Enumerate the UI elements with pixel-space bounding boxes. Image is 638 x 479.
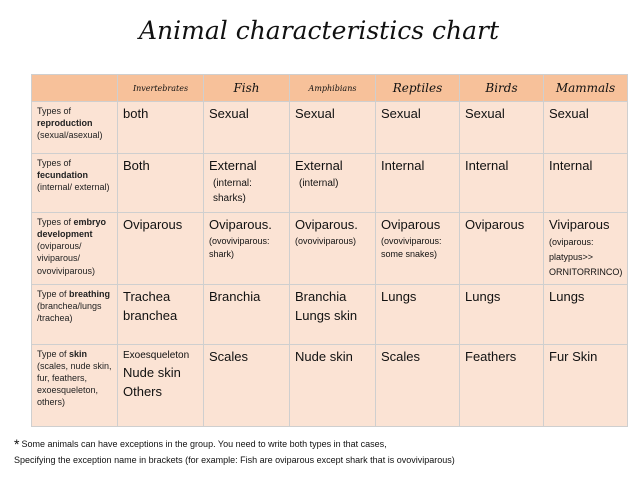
row-head-breathing: Type of breathing (branchea/lungs /trach… [31, 283, 118, 345]
characteristics-table: Invertebrates Fish Amphibians Reptiles B… [31, 74, 628, 427]
table-cell: Branchia [203, 283, 290, 345]
table-cell: both [117, 101, 204, 154]
table-header-row: Invertebrates Fish Amphibians Reptiles B… [31, 74, 628, 102]
asterisk-icon: * [14, 436, 20, 452]
row-head-embryo-development: Types of embryo development (oviparous/ … [31, 212, 118, 285]
header-mammals: Mammals [543, 74, 628, 102]
table-cell: Scales [375, 343, 460, 427]
table-row: Type of skin (scales, nude skin, fur, fe… [31, 343, 628, 427]
footnote: * Some animals can have exceptions in the… [14, 436, 455, 468]
table-cell: Sexual [203, 101, 290, 154]
table-cell: External (internal: sharks) [203, 153, 290, 213]
table-cell: Internal [459, 153, 544, 213]
table-cell: Oviparous [459, 212, 544, 285]
table-cell: Fur Skin [543, 343, 628, 427]
footnote-line-2: Specifying the exception name in bracket… [14, 455, 455, 465]
footnote-line-1: Some animals can have exceptions in the … [21, 439, 387, 449]
header-fish: Fish [203, 74, 290, 102]
header-invertebrates: Invertebrates [117, 74, 204, 102]
table-cell: Oviparous (ovoviviparous: some snakes) [375, 212, 460, 285]
page-title: Animal characteristics chart [138, 16, 499, 45]
table-cell: Nude skin [289, 343, 376, 427]
header-amphibians: Amphibians [289, 74, 376, 102]
table-cell: Both [117, 153, 204, 213]
table-cell: Trachea branchea [117, 283, 204, 345]
table-cell: Lungs [459, 283, 544, 345]
table-cell: Sexual [543, 101, 628, 154]
table-cell: Branchia Lungs skin [289, 283, 376, 345]
table-row: Type of breathing (branchea/lungs /trach… [31, 283, 628, 345]
table-cell: Viviparous (oviparous: platypus>> ORNITOR… [543, 212, 628, 285]
table-cell: Oviparous [117, 212, 204, 285]
header-birds: Birds [459, 74, 544, 102]
table-row: Types of reproduction (sexual/asexual) b… [31, 101, 628, 154]
table-cell: Sexual [375, 101, 460, 154]
table-cell: Oviparous. (ovoviviparous: shark) [203, 212, 290, 285]
table-cell: External (internal) [289, 153, 376, 213]
table-cell: Exoesqueleton Nude skin Others [117, 343, 204, 427]
table-cell: Sexual [289, 101, 376, 154]
header-blank [31, 74, 118, 102]
table-row: Types of embryo development (oviparous/ … [31, 212, 628, 285]
table-cell: Lungs [375, 283, 460, 345]
header-reptiles: Reptiles [375, 74, 460, 102]
table-cell: Oviparous. (ovoviviparous) [289, 212, 376, 285]
table-cell: Internal [375, 153, 460, 213]
table-cell: Feathers [459, 343, 544, 427]
row-head-fecundation: Types of fecundation (internal/ external… [31, 153, 118, 213]
row-head-skin: Type of skin (scales, nude skin, fur, fe… [31, 343, 118, 427]
row-head-reproduction: Types of reproduction (sexual/asexual) [31, 101, 118, 154]
table-cell: Scales [203, 343, 290, 427]
table-cell: Sexual [459, 101, 544, 154]
table-cell: Lungs [543, 283, 628, 345]
table-row: Types of fecundation (internal/ external… [31, 153, 628, 213]
table-cell: Internal [543, 153, 628, 213]
